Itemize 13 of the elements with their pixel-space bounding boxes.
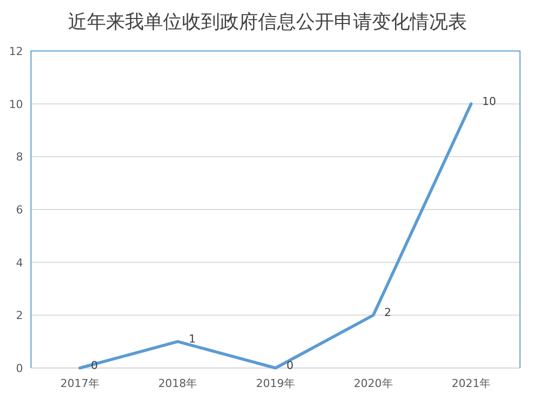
y-tick-label: 10 [9, 98, 23, 111]
x-tick-label: 2021年 [452, 377, 491, 390]
x-tick-label: 2020年 [354, 377, 393, 390]
x-tick-label: 2019年 [256, 377, 295, 390]
y-tick-label: 0 [16, 362, 23, 375]
title: 近年来我单位收到政府信息公开申请变化情况表 [68, 11, 467, 33]
y-tick-label: 6 [16, 204, 23, 216]
y-tick-label: 8 [16, 150, 23, 164]
y-tick-label: 4 [16, 256, 23, 270]
y-tick-label: 2 [16, 309, 23, 322]
x-tick-label: 2018年 [158, 377, 198, 390]
x-tick-label: 2017年 [60, 377, 100, 390]
y-tick-label: 12 [9, 45, 23, 58]
